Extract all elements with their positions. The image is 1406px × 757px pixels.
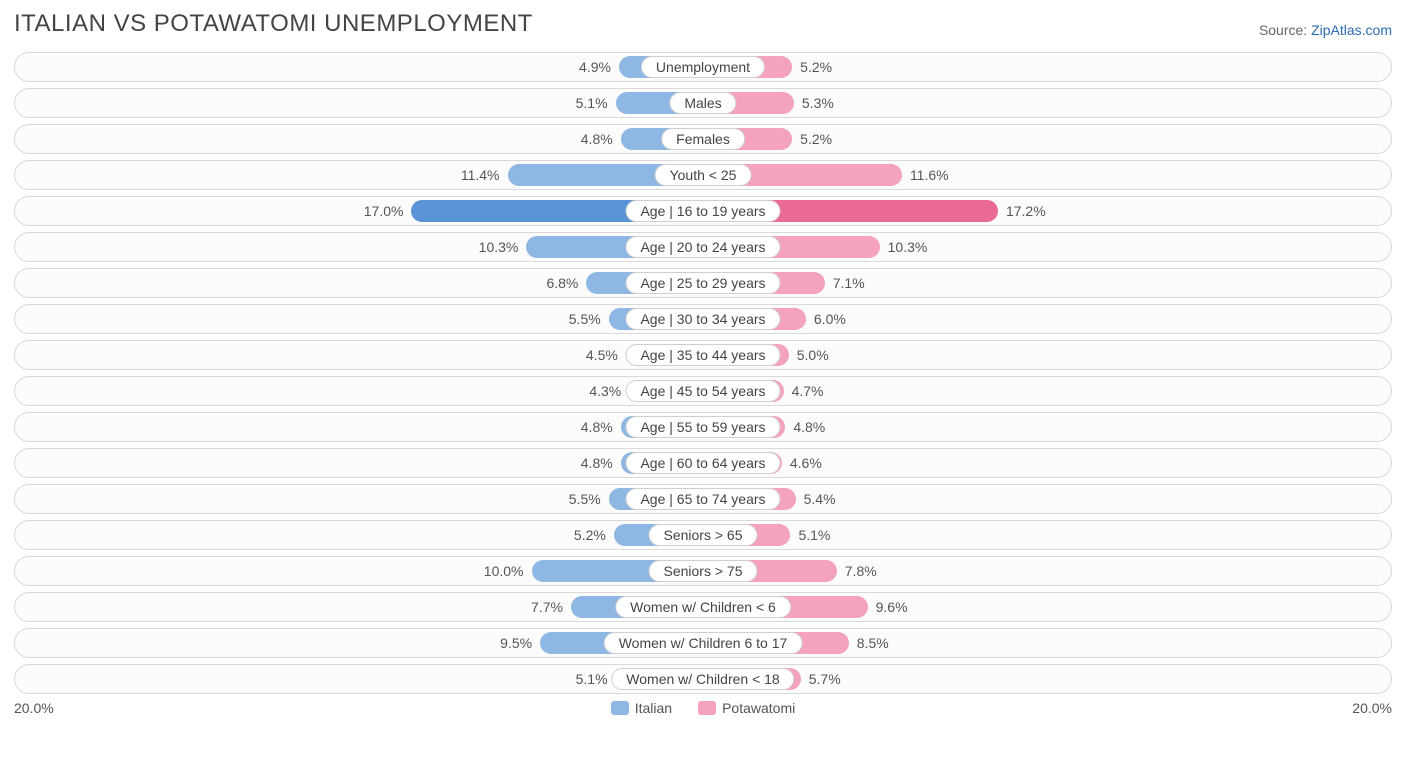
bar-value-left: 5.5% (561, 491, 609, 507)
chart-source: Source: ZipAtlas.com (1259, 22, 1392, 38)
row-label: Women w/ Children < 6 (615, 596, 791, 618)
bar-value-right: 6.0% (806, 311, 854, 327)
chart-row: 4.3% 4.7%Age | 45 to 54 years (14, 376, 1392, 406)
chart-row: 5.5% 6.0% Age | 30 to 34 years (14, 304, 1392, 334)
chart-row: 5.1% 5.3% Males (14, 88, 1392, 118)
bar-value-right: 5.2% (792, 131, 840, 147)
row-label: Seniors > 65 (649, 524, 758, 546)
legend-label-left: Italian (635, 700, 672, 716)
bar-value-right: 7.1% (825, 275, 873, 291)
bar-value-right: 9.6% (868, 599, 916, 615)
legend-item-right: Potawatomi (698, 700, 795, 716)
chart-row: 17.0% 17.2% Age | 16 to 19 years (14, 196, 1392, 226)
chart-row: 4.8% 4.6%Age | 60 to 64 years (14, 448, 1392, 478)
bar-value-right: 4.8% (785, 419, 833, 435)
bar-value-right: 5.2% (792, 59, 840, 75)
row-label: Women w/ Children 6 to 17 (604, 632, 803, 654)
chart-header: ITALIAN VS POTAWATOMI UNEMPLOYMENT Sourc… (14, 10, 1392, 38)
row-label: Age | 65 to 74 years (625, 488, 780, 510)
row-label: Women w/ Children < 18 (611, 668, 794, 690)
chart-row: 4.9% 5.2% Unemployment (14, 52, 1392, 82)
bar-value-right: 5.7% (801, 671, 849, 687)
row-label: Age | 55 to 59 years (625, 416, 780, 438)
bar-value-left: 4.8% (573, 131, 621, 147)
bar-value-left: 10.3% (471, 239, 527, 255)
diverging-bar-chart: 4.9% 5.2% Unemployment 5.1% 5.3% Males 4.8% 5.2… (14, 52, 1392, 694)
bar-value-left: 5.2% (566, 527, 614, 543)
bar-value-left: 5.1% (568, 671, 616, 687)
chart-row: 7.7% 9.6% Women w/ Children < 6 (14, 592, 1392, 622)
bar-value-right: 5.3% (794, 95, 842, 111)
chart-row: 11.4% 11.6% Youth < 25 (14, 160, 1392, 190)
bar-value-right: 11.6% (902, 167, 957, 183)
bar-value-right: 8.5% (849, 635, 897, 651)
legend: Italian Potawatomi (611, 700, 796, 716)
bar-value-right: 17.2% (998, 203, 1054, 219)
bar-value-left: 4.8% (573, 419, 621, 435)
row-label: Age | 16 to 19 years (625, 200, 780, 222)
row-label: Seniors > 75 (649, 560, 758, 582)
bar-value-left: 10.0% (476, 563, 532, 579)
bar-value-right: 5.0% (789, 347, 837, 363)
chart-row: 4.8% 5.2% Females (14, 124, 1392, 154)
bar-value-right: 5.4% (796, 491, 844, 507)
bar-value-left: 6.8% (538, 275, 586, 291)
bar-value-left: 4.8% (573, 455, 621, 471)
source-label: Source: (1259, 22, 1307, 38)
bar-value-left: 5.1% (568, 95, 616, 111)
chart-title: ITALIAN VS POTAWATOMI UNEMPLOYMENT (14, 10, 533, 38)
bar-value-right: 7.8% (837, 563, 885, 579)
source-link[interactable]: ZipAtlas.com (1311, 22, 1392, 38)
row-label: Age | 25 to 29 years (625, 272, 780, 294)
row-label: Age | 45 to 54 years (625, 380, 780, 402)
row-label: Age | 35 to 44 years (625, 344, 780, 366)
row-label: Age | 20 to 24 years (625, 236, 780, 258)
chart-row: 5.1% 5.7% Women w/ Children < 18 (14, 664, 1392, 694)
bar-value-left: 4.5% (578, 347, 626, 363)
chart-row: 6.8% 7.1% Age | 25 to 29 years (14, 268, 1392, 298)
row-label: Age | 60 to 64 years (625, 452, 780, 474)
row-label: Age | 30 to 34 years (625, 308, 780, 330)
bar-value-right: 4.7% (784, 383, 832, 399)
bar-value-left: 4.9% (571, 59, 619, 75)
bar-value-left: 4.3% (581, 383, 629, 399)
row-label: Males (669, 92, 736, 114)
axis-max-right: 20.0% (1352, 700, 1392, 716)
legend-swatch-left (611, 701, 629, 715)
bar-value-left: 5.5% (561, 311, 609, 327)
chart-row: 5.5% 5.4% Age | 65 to 74 years (14, 484, 1392, 514)
bar-value-left: 7.7% (523, 599, 571, 615)
bar-value-left: 17.0% (356, 203, 412, 219)
chart-row: 4.5% 5.0% Age | 35 to 44 years (14, 340, 1392, 370)
legend-item-left: Italian (611, 700, 672, 716)
row-label: Unemployment (641, 56, 765, 78)
legend-label-right: Potawatomi (722, 700, 795, 716)
legend-swatch-right (698, 701, 716, 715)
chart-row: 4.8%4.8%Age | 55 to 59 years (14, 412, 1392, 442)
bar-value-right: 5.1% (790, 527, 838, 543)
row-label: Females (661, 128, 745, 150)
chart-row: 9.5% 8.5% Women w/ Children 6 to 17 (14, 628, 1392, 658)
bar-value-right: 4.6% (782, 455, 830, 471)
row-label: Youth < 25 (655, 164, 752, 186)
chart-row: 10.0% 7.8% Seniors > 75 (14, 556, 1392, 586)
chart-row: 5.2% 5.1% Seniors > 65 (14, 520, 1392, 550)
bar-value-left: 9.5% (492, 635, 540, 651)
chart-footer: 20.0% Italian Potawatomi 20.0% (14, 700, 1392, 716)
axis-max-left: 20.0% (14, 700, 54, 716)
bar-value-right: 10.3% (880, 239, 936, 255)
bar-value-left: 11.4% (453, 167, 508, 183)
chart-row: 10.3% 10.3% Age | 20 to 24 years (14, 232, 1392, 262)
